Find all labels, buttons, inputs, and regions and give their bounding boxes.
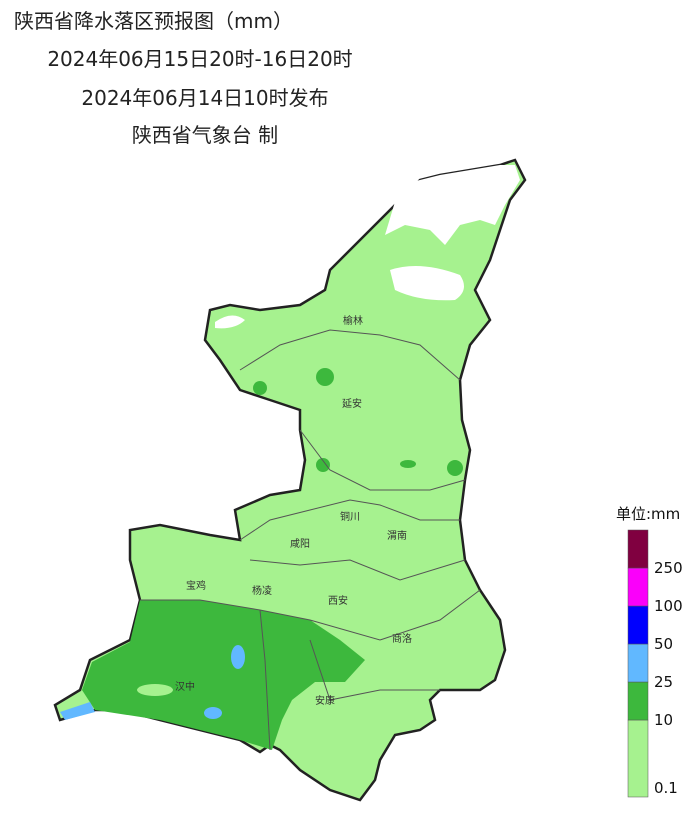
city-label: 咸阳 bbox=[290, 538, 310, 550]
city-label: 西安 bbox=[328, 594, 348, 607]
legend-label: 50 bbox=[654, 635, 673, 653]
legend-swatch bbox=[627, 529, 649, 569]
legend-label: 10 bbox=[654, 711, 673, 729]
city-label: 安康 bbox=[315, 694, 335, 707]
city-label: 宝鸡 bbox=[186, 579, 206, 592]
province-map bbox=[53, 158, 527, 802]
map-title: 陕西省降水落区预报图（mm） bbox=[14, 9, 293, 33]
city-label: 商洛 bbox=[392, 632, 412, 645]
legend-swatch bbox=[627, 605, 649, 645]
legend: 单位:mm 0.1 10 25 50 100 250 bbox=[616, 505, 683, 798]
legend-label: 0.1 bbox=[654, 779, 678, 797]
city-label: 榆林 bbox=[343, 314, 363, 327]
city-label: 延安 bbox=[342, 397, 362, 410]
legend-label: 25 bbox=[654, 673, 673, 691]
issue-time: 2024年06月14日10时发布 bbox=[81, 86, 328, 110]
legend-swatch bbox=[627, 719, 649, 798]
city-label: 铜川 bbox=[340, 511, 360, 523]
forecast-period: 2024年06月15日20时-16日20时 bbox=[47, 47, 352, 71]
city-label: 渭南 bbox=[387, 529, 407, 542]
legend-swatch bbox=[627, 681, 649, 721]
city-label: 汉中 bbox=[175, 680, 195, 693]
legend-swatch bbox=[627, 567, 649, 607]
legend-swatch bbox=[627, 643, 649, 683]
legend-label: 100 bbox=[654, 597, 683, 615]
legend-unit: 单位:mm bbox=[616, 505, 680, 523]
legend-label: 250 bbox=[654, 559, 683, 577]
publisher: 陕西省气象台 制 bbox=[132, 123, 278, 147]
city-label: 杨凌 bbox=[252, 584, 272, 597]
